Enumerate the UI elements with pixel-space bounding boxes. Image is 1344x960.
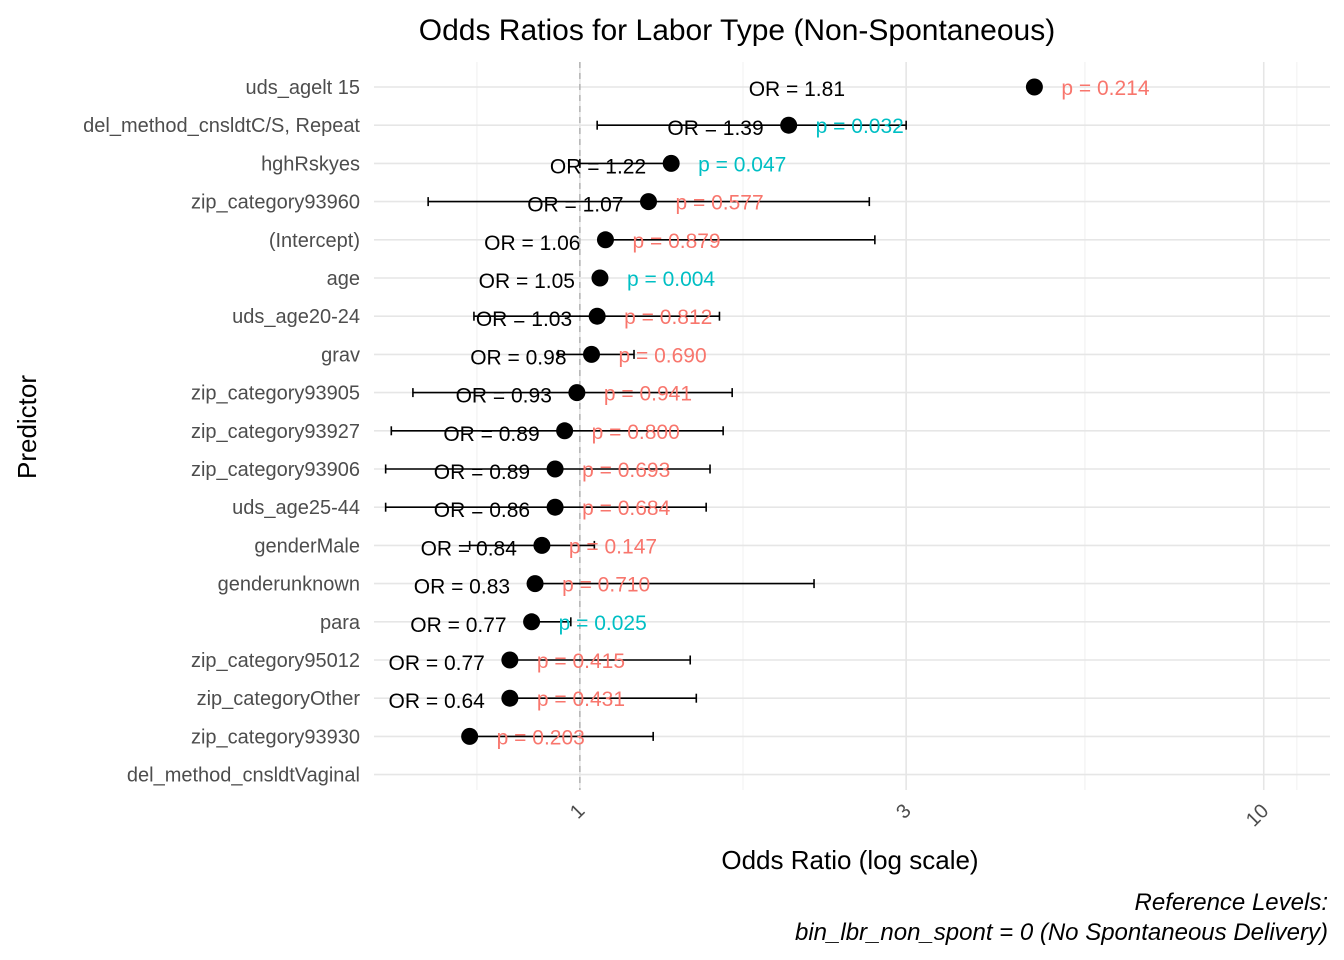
y-tick-label: grav [321,344,360,366]
odds-ratio-point [596,231,614,249]
p-value-label: p = 0.812 [624,306,712,329]
p-value-label: p = 0.025 [559,612,647,635]
or-label: OR = 1.22 [550,155,646,178]
or-label: OR = 1.03 [476,308,572,331]
or-label: OR = 0.77 [410,614,506,637]
odds-ratio-point [568,384,586,402]
y-tick-label: zip_category93960 [191,192,360,214]
p-value-label: p = 0.203 [497,726,585,749]
p-value-label: p = 0.577 [676,192,764,215]
odds-ratio-point [523,613,541,631]
p-value-label: p = 0.032 [816,115,904,138]
y-tick-label: genderunknown [218,574,360,596]
x-tick-label: 3 [892,800,915,823]
p-value-label: p = 0.047 [698,153,786,176]
x-tick-labels: 1 3 10 [566,800,1273,831]
y-tick-label: zip_category93927 [191,421,360,443]
p-value-label: p = 0.693 [582,459,670,482]
or-label: OR = 0.89 [434,461,530,484]
or-label: OR = 1.06 [484,232,580,255]
odds-ratio-point [501,651,519,669]
or-label: OR = 0.77 [389,652,485,675]
odds-ratio-point [546,498,564,516]
odds-ratio-point [640,193,658,211]
x-axis-title: Odds Ratio (log scale) [721,845,978,875]
odds-ratio-point [588,307,606,325]
odds-ratio-point [501,689,519,707]
y-tick-label: zip_category95012 [191,650,360,672]
y-tick-label: zip_category93906 [191,459,360,481]
x-tick-label: 10 [1242,800,1273,831]
odds-ratio-point [461,727,479,745]
or-label: OR = 0.84 [421,537,518,560]
y-tick-label: genderMale [254,535,360,557]
p-value-label: p = 0.800 [592,421,680,444]
grid [374,62,1330,790]
odds-ratio-point [1025,78,1043,96]
chart-title: Odds Ratios for Labor Type (Non-Spontane… [419,14,1055,47]
or-label: OR = 0.93 [456,385,552,408]
y-tick-label: age [327,268,360,290]
p-value-label: p = 0.431 [537,688,625,711]
odds-ratio-point [526,575,544,593]
y-tick-label: zip_category93905 [191,383,360,405]
y-tick-label: hghRskyes [261,153,360,175]
p-value-label: p = 0.710 [562,574,650,597]
y-tick-label: para [320,612,361,634]
p-value-label: p = 0.941 [604,383,692,406]
p-value-label: p = 0.214 [1061,77,1149,100]
y-tick-labels: uds_agelt 15 del_method_cnsldtC/S, Repeat… [83,77,361,787]
y-tick-label: uds_age25-44 [232,497,360,519]
plot-rows: OR = 1.81 p = 0.214 OR = 1.39 p = 0.032 OR =… [384,77,1150,749]
odds-ratio-point [556,422,574,440]
y-tick-label: zip_category93930 [191,726,360,748]
y-tick-label: del_method_cnsldtVaginal [127,765,360,787]
odds-ratio-point [546,460,564,478]
x-tick-label: 1 [566,800,589,823]
or-label: OR = 0.98 [470,346,566,369]
y-tick-label: zip_categoryOther [197,688,361,710]
odds-ratio-point [583,345,601,363]
p-value-label: p = 0.690 [619,344,707,367]
odds-ratio-point [591,269,609,287]
or-label: OR = 1.39 [667,117,763,140]
or-label: OR = 1.05 [479,270,575,293]
odds-ratio-point [780,116,798,134]
y-tick-label: del_method_cnsldtC/S, Repeat [83,115,360,137]
or-label: OR = 0.89 [443,423,539,446]
or-label: OR = 1.81 [749,78,845,101]
odds-ratio-point [662,154,680,172]
p-value-label: p = 0.147 [569,535,657,558]
y-tick-label: uds_agelt 15 [245,77,360,99]
p-value-label: p = 0.004 [627,268,715,291]
caption-line-2: bin_lbr_non_spont = 0 (No Spontaneous De… [795,919,1328,946]
or-label: OR = 0.86 [434,499,530,522]
p-value-label: p = 0.415 [537,650,625,673]
p-value-label: p = 0.879 [632,230,720,253]
y-tick-label: uds_age20-24 [232,306,360,328]
or-label: OR = 1.07 [527,194,623,217]
odds-ratio-point [533,536,551,554]
p-value-label: p = 0.684 [582,497,670,520]
or-label: OR = 0.83 [414,576,510,599]
y-tick-label: (Intercept) [269,230,360,252]
caption-line-1: Reference Levels: [1135,889,1328,916]
or-label: OR = 0.64 [389,690,486,713]
y-axis-title: Predictor [12,375,42,479]
